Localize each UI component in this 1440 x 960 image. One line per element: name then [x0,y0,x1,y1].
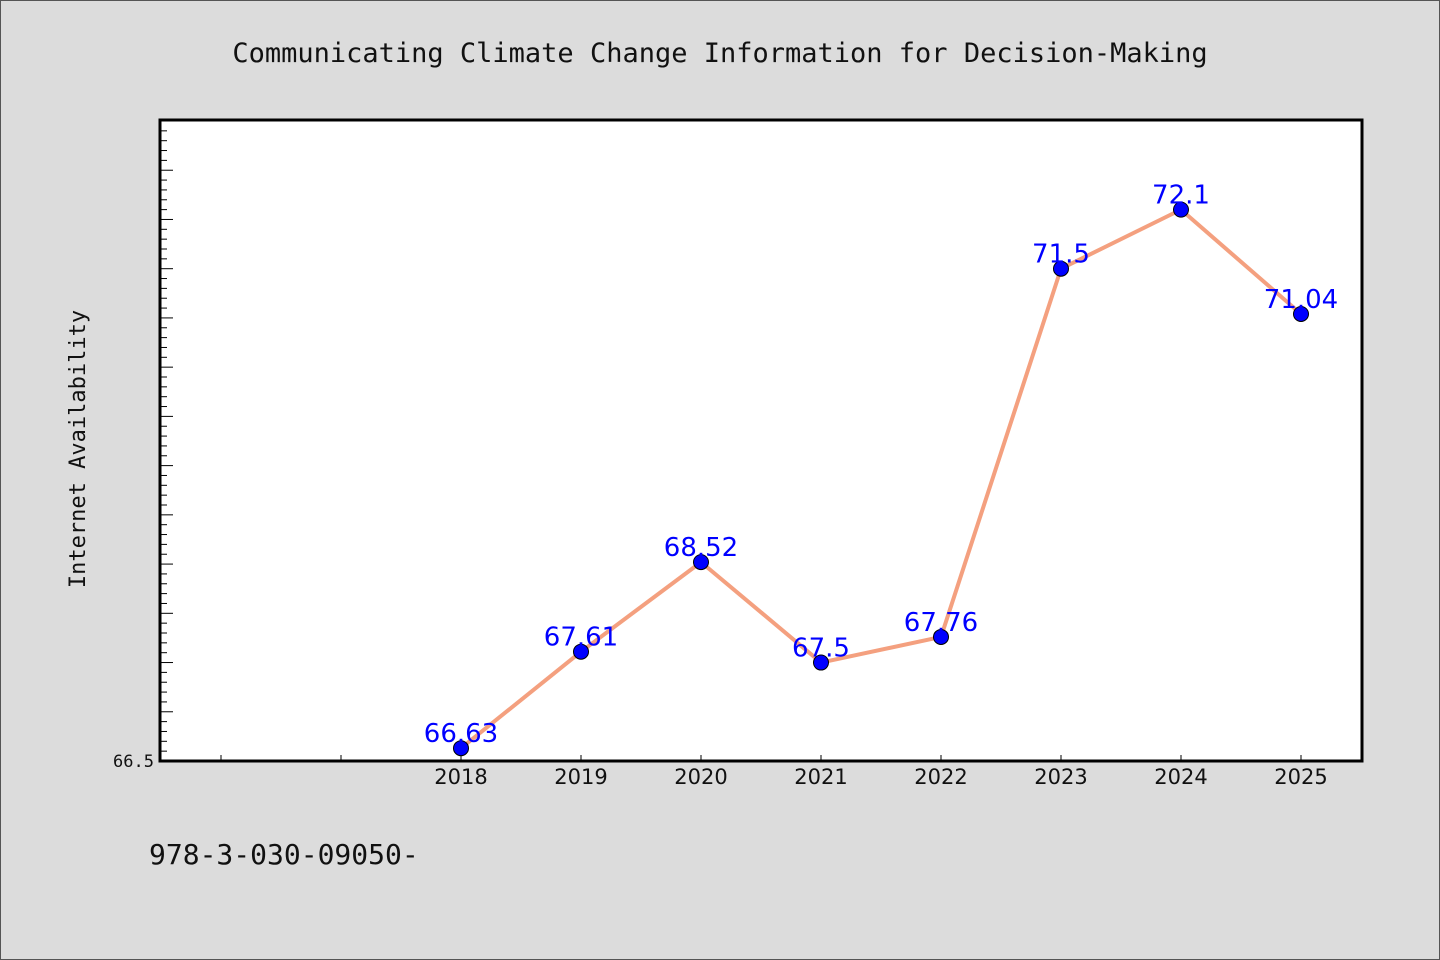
y-axis-tick-label: 66.5 [113,752,154,772]
data-label: 67.5 [792,634,850,664]
data-label: 71.5 [1032,240,1090,270]
data-point [1053,260,1069,277]
x-axis-tick-label: 2019 [554,765,607,789]
plot-area [158,118,1364,763]
x-axis-tick-label: 2018 [434,765,487,789]
data-point [813,654,829,671]
data-point [933,628,949,645]
data-label: 68.52 [664,533,738,563]
data-markers [453,201,1309,757]
data-label: 66.63 [424,719,498,749]
x-axis-tick-labels: 2018 2019 2020 2021 2022 2023 2024 2025 [434,765,1327,789]
x-axis-tick-label: 2024 [1154,765,1207,789]
chart-title: Communicating Climate Change Information… [232,38,1207,69]
x-axis-tick-label: 2025 [1274,765,1327,789]
axis-ticks [161,120,1302,762]
data-point [693,554,709,571]
footer-isbn-text: 978-3-030-09050- [149,838,419,871]
x-axis-tick-label: 2023 [1034,765,1087,789]
x-axis-tick-label: 2022 [914,765,967,789]
data-label: 67.61 [544,623,618,653]
data-point [573,643,589,660]
data-point [1173,201,1189,218]
data-labels: 66.63 67.61 68.52 67.5 67.76 71.5 72.1 71.04 [424,181,1338,750]
data-label: 71.04 [1264,285,1338,315]
data-point [453,740,469,757]
data-label: 67.76 [904,608,978,638]
x-axis-tick-label: 2020 [674,765,727,789]
series-line [459,207,1303,750]
x-axis-tick-label: 2021 [794,765,847,789]
data-label: 72.1 [1152,181,1210,211]
data-point [1293,305,1309,322]
y-axis-label: Internet Availability [66,310,91,588]
